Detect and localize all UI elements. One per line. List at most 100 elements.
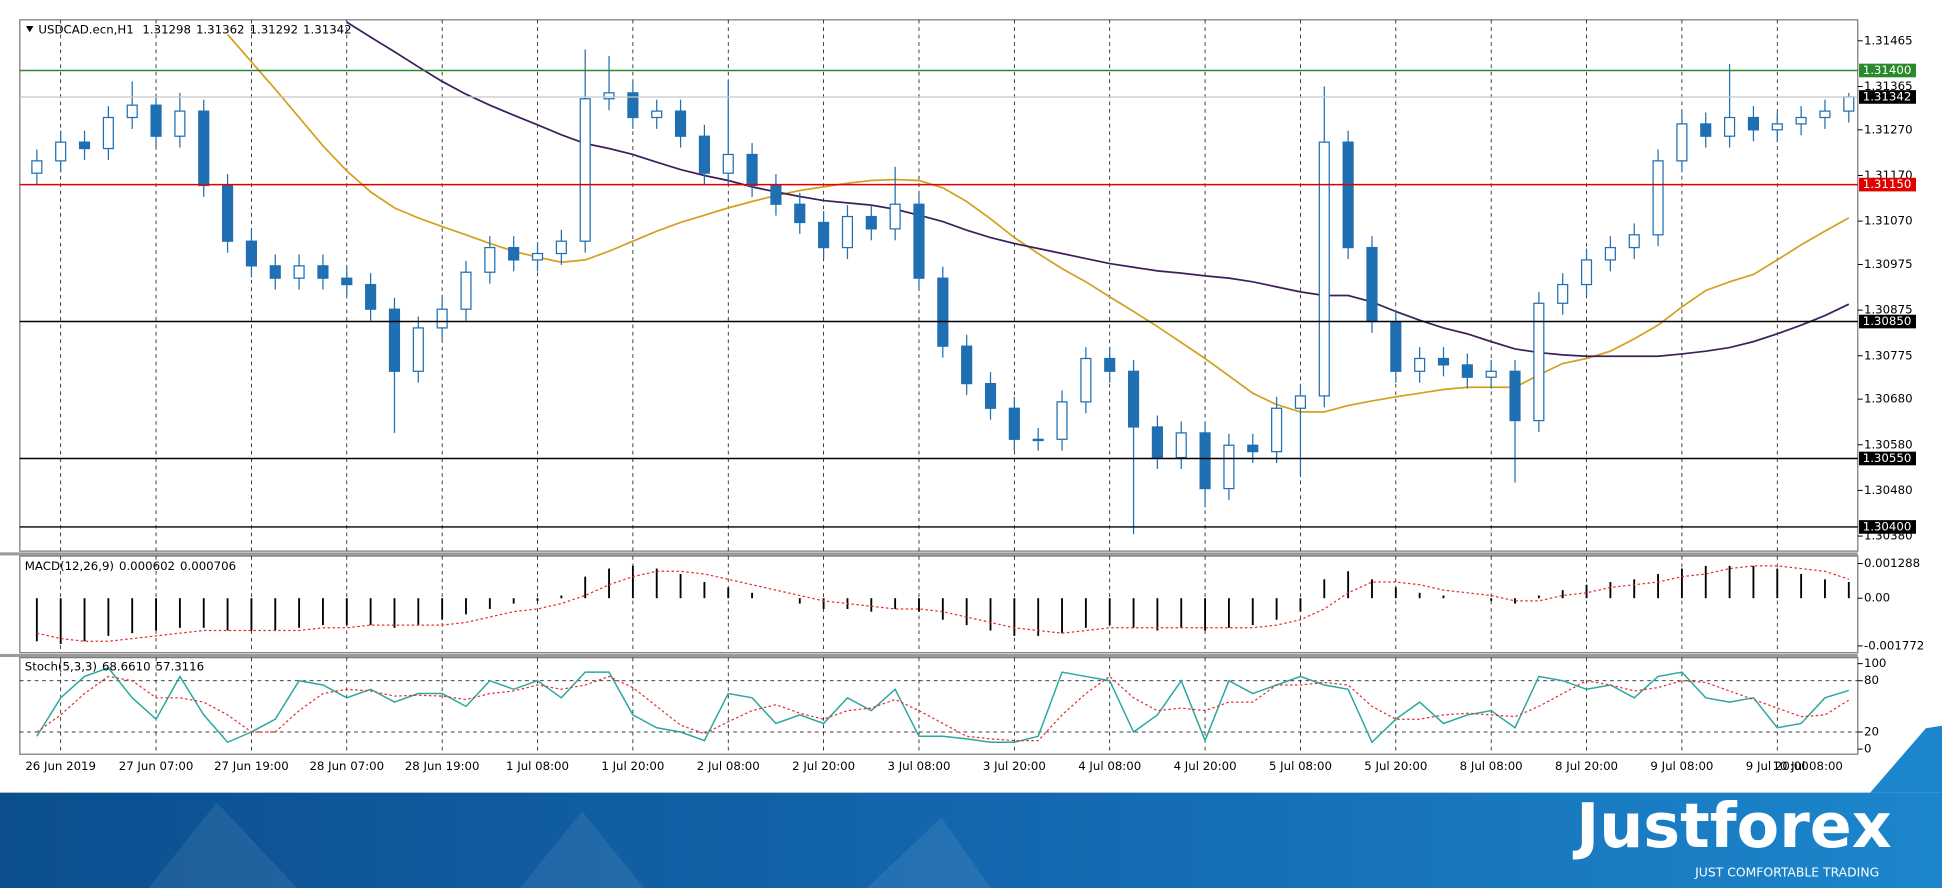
x-tick-label: 3 Jul 20:00 [983,759,1046,773]
candle-body [1342,141,1354,249]
candle-body [102,116,114,150]
level-label-box [1859,177,1916,192]
candle-body [412,327,424,372]
level-label: 1.30550 [1863,451,1912,465]
candle-body [913,203,925,279]
candle-body [1747,116,1760,131]
y-tick-label: 1.30680 [1864,392,1913,406]
level-label-box [1859,520,1916,534]
stoch-panel [19,657,1859,755]
y-tick-label: 1.30580 [1864,437,1913,451]
macd-panel [19,555,1859,654]
y-tick-label: 1.30775 [1864,348,1913,362]
candle-body [1676,123,1688,162]
candle-body [722,153,734,174]
candle-body [1056,401,1068,440]
candle-body [150,104,162,137]
candle-body [531,252,544,261]
candle-body [198,110,210,187]
candle-body [1199,432,1211,490]
macd-readout: 0.000706 [180,558,236,572]
macd-signal [36,565,1849,642]
last-price-box [1859,90,1916,104]
candle-body [1318,141,1330,397]
candle-body [794,203,806,224]
y-tick-label: -0.001772 [1864,638,1924,652]
candle-body [1700,123,1712,137]
x-tick-label: 10 Jul 08:00 [1772,759,1842,773]
level-label: 1.30850 [1863,314,1912,328]
candle-body [1008,407,1020,440]
candle-body [698,135,710,174]
candle-body [1509,370,1521,422]
menu-arrow [26,26,34,33]
candle-body [1366,246,1378,323]
candle-body [1414,357,1426,372]
stoch-header: Stoch(5,3,3) 68.6610 57.3116 [25,659,204,673]
candle-body [1819,110,1831,119]
candle-body [1080,357,1092,403]
candle-body [269,265,281,279]
candle-body [341,277,353,286]
candle-body [1724,116,1736,137]
level-label-box [1859,314,1916,329]
candle-body [1223,444,1235,490]
candle-body [508,246,520,261]
stoch-main [36,667,1850,744]
candle-body [818,221,830,249]
y-tick-label: 1.31270 [1864,122,1913,136]
x-tick-label: 28 Jun 19:00 [405,759,480,773]
x-tick-label: 2 Jul 20:00 [792,759,855,773]
x-tick-label: 1 Jul 08:00 [506,759,569,773]
x-tick-label: 1 Jul 20:00 [601,759,664,773]
readout-close: 1.31342 [303,22,352,36]
stoch-readout: 68.6610 [102,659,151,673]
macd-title: MACD(12,26,9) [25,558,114,572]
moving-average [226,33,1850,413]
candle-body [1104,357,1116,372]
main-panel [19,19,1859,552]
candle-body [746,153,758,187]
candle-body [126,104,138,119]
candle-body [603,92,615,100]
last-price-label: 1.31342 [1863,89,1912,103]
panel-separator [0,552,1858,556]
candle-body [1175,432,1187,459]
candle-body [770,184,782,205]
candle-body [1604,246,1616,261]
candle-body [1437,357,1450,366]
main-header: USDCAD.ecn,H1 1.31298 1.31362 1.31292 1.3134… [38,22,351,36]
candle-body [55,141,67,162]
y-tick-label: 0.001288 [1864,556,1920,570]
y-tick-label: 80 [1864,673,1879,687]
x-tick-label: 3 Jul 08:00 [887,759,950,773]
tagline: JUST COMFORTABLE TRADING [1694,866,1879,880]
level-label-box [1859,451,1916,466]
y-tick-label: 1.30480 [1864,483,1913,497]
y-tick-label: 20 [1864,725,1879,739]
candle-body [1843,96,1855,112]
candle-body [174,110,186,137]
candle-body [555,240,567,255]
candle-body [1533,302,1545,422]
candle-body [484,246,496,273]
x-tick-label: 5 Jul 20:00 [1364,759,1427,773]
readout-open: 1.31298 [142,22,191,36]
level-label: 1.31150 [1863,177,1912,191]
candle-body [627,92,639,119]
stoch-signal [36,675,1850,742]
y-tick-label: 0.00 [1864,591,1890,605]
x-tick-label: 8 Jul 20:00 [1555,759,1618,773]
candle-body [1485,370,1497,378]
candle-body [1271,407,1283,453]
stoch-title: Stoch(5,3,3) [25,659,97,673]
candle-body [1580,259,1593,286]
candle-body [317,265,329,279]
candle-body [245,240,257,267]
candle-body [1557,283,1569,304]
candle-body [651,110,663,119]
macd-readout: 0.000602 [119,558,175,572]
x-tick-label: 2 Jul 08:00 [697,759,760,773]
